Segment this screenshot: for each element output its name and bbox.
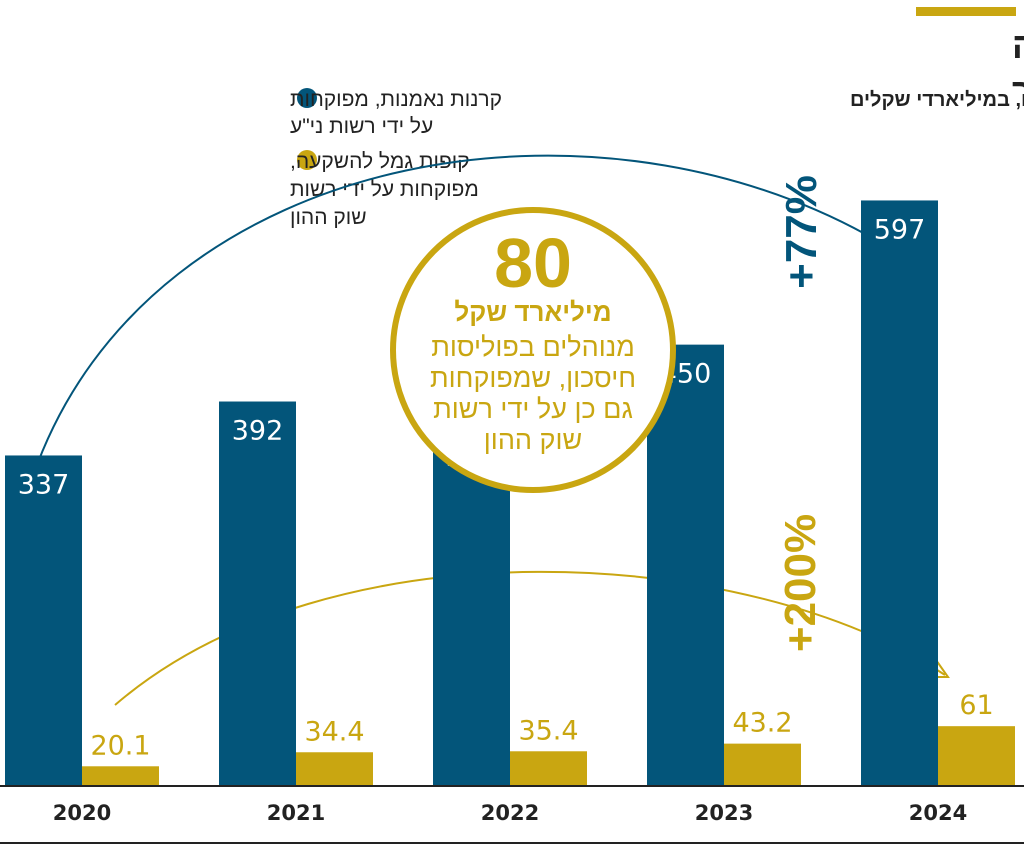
legend-label-blue-line1: קרנות נאמנות, מפוקחות — [290, 88, 502, 111]
bar-provident-funds-2024 — [938, 726, 1015, 786]
bar-provident-funds-2022 — [510, 751, 587, 786]
label-provident-funds-2021: 34.4 — [304, 716, 364, 747]
legend-swatch-blue — [297, 88, 317, 108]
x-tick-2021: 2021 — [267, 801, 325, 825]
legend-label-gold-line3: שוק ההון — [290, 206, 367, 229]
callout-circle — [390, 207, 676, 493]
legend-label-gold-line2: מפוקחות על ידי רשות — [290, 178, 479, 201]
label-mutual-funds-2024: 597 — [874, 214, 926, 245]
bar-provident-funds-2023 — [724, 743, 801, 786]
blue-growth-label: +77% — [777, 175, 826, 289]
label-provident-funds-2020: 20.1 — [90, 730, 150, 761]
callout-unit: מיליארד שקל — [454, 297, 611, 327]
x-tick-2022: 2022 — [481, 801, 539, 825]
chart-subtitle: נכסים מנוהלים, במיליארדי שקלים — [850, 89, 1024, 111]
callout-line1: מנוהלים בפוליסות — [431, 332, 635, 362]
callout-line3: גם כן על ידי רשות — [433, 394, 633, 424]
chart-title-line1: קרנות הנאמנות עלו, אבל קופות הגמל להשקעה — [1012, 25, 1024, 66]
x-tick-2020: 2020 — [53, 801, 111, 825]
callout-number: 80 — [494, 224, 572, 302]
blue-growth-arc — [32, 154, 906, 477]
label-provident-funds-2023: 43.2 — [732, 708, 792, 739]
legend: קרנות נאמנות, מפוקחות על ידי רשות ני"ע ק… — [290, 88, 502, 229]
bar-mutual-funds-2020 — [5, 455, 82, 786]
bar-mutual-funds-2023 — [647, 344, 724, 786]
label-provident-funds-2022: 35.4 — [518, 715, 578, 746]
header-accent-bar — [916, 7, 1016, 16]
bar-mutual-funds-2021 — [219, 401, 296, 786]
callout-line4: שוק ההון — [484, 425, 582, 455]
bar-provident-funds-2021 — [296, 752, 373, 786]
x-tick-2024: 2024 — [909, 801, 967, 825]
x-axis-ticks: 2020 2021 2022 2023 2024 — [53, 801, 967, 825]
x-tick-2023: 2023 — [695, 801, 753, 825]
legend-swatch-gold — [297, 150, 317, 170]
gold-growth-label: +200% — [776, 514, 825, 652]
label-provident-funds-2024: 61 — [959, 690, 993, 721]
legend-label-blue-line2: על ידי רשות ני"ע — [290, 115, 433, 138]
chart-title-line2: עלו יותר — [1012, 71, 1024, 112]
callout-line2: חיסכון, שמפוקחות — [430, 363, 636, 393]
label-mutual-funds-2020: 337 — [18, 469, 70, 500]
bar-provident-funds-2020 — [82, 766, 159, 786]
legend-label-gold-line1: קופות גמל להשקעה, — [290, 150, 470, 173]
label-mutual-funds-2021: 392 — [232, 416, 284, 447]
callout: 80 מיליארד שקל מנוהלים בפוליסות חיסכון, … — [390, 207, 676, 493]
bar-mutual-funds-2024 — [861, 200, 938, 786]
